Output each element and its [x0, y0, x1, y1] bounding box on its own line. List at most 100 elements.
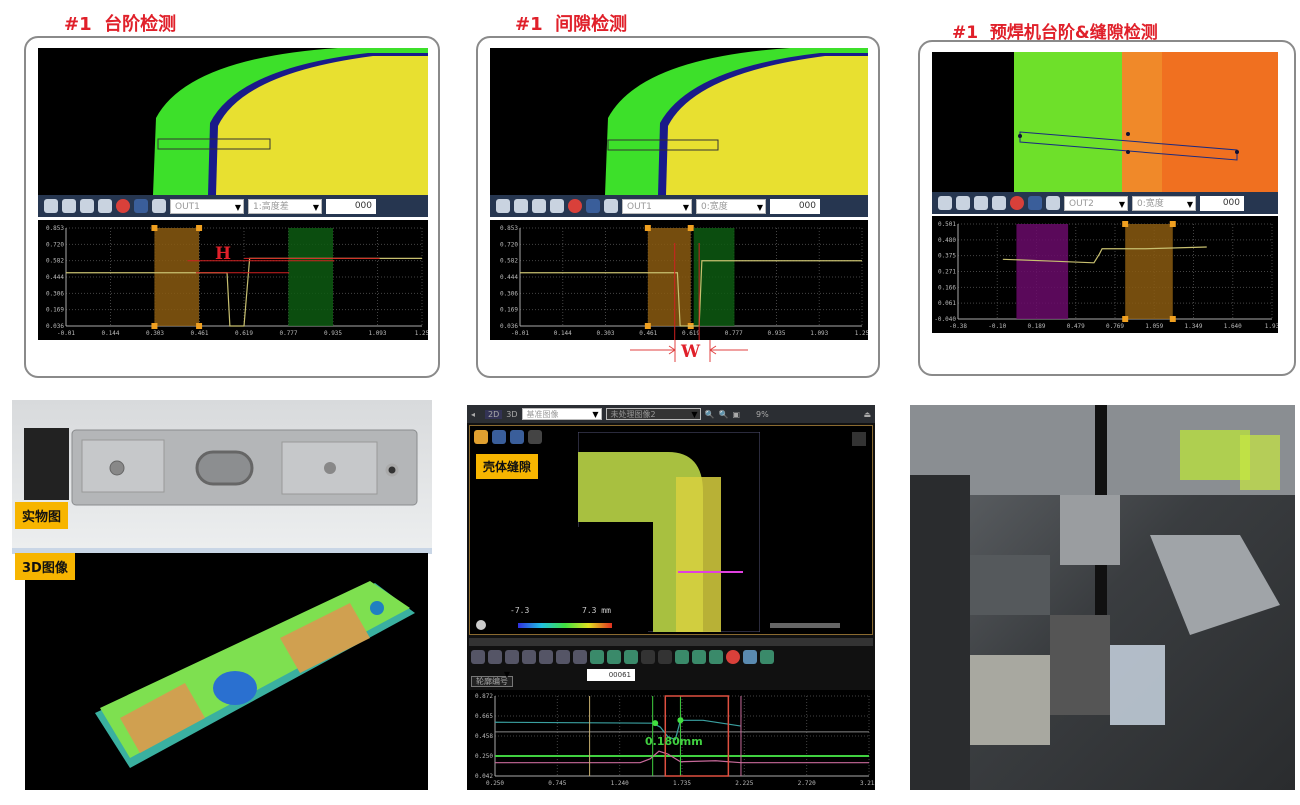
image-select-2[interactable]: 未处理图像2 [605, 408, 701, 421]
x-tick-label: 0.777 [279, 330, 297, 337]
export-icon[interactable] [743, 650, 757, 664]
reset-icon[interactable] [568, 199, 582, 213]
measure-icon[interactable] [590, 650, 604, 664]
height-map-image [932, 52, 1278, 192]
zoom-in-y-icon[interactable] [80, 199, 94, 213]
x-tick-label: 0.461 [190, 330, 208, 337]
profile-line [1002, 246, 1207, 264]
y-tick-label: 0.042 [475, 773, 493, 780]
x-tick-label: 1.240 [611, 780, 629, 787]
measure-icon[interactable] [675, 650, 689, 664]
height-map-image [490, 48, 868, 195]
horizontal-scrollbar[interactable] [469, 638, 873, 646]
y-tick-label: 0.306 [46, 290, 64, 297]
x-tick-label: 0.479 [1067, 323, 1085, 330]
export-icon[interactable]: ⏏ [863, 409, 871, 419]
x-tick-label: 1.640 [1224, 323, 1242, 330]
value-field[interactable]: 000 [326, 198, 376, 214]
y-tick-label: 0.458 [475, 733, 493, 740]
image-select[interactable]: 基准图像 [521, 408, 602, 421]
zoom-in-x-icon[interactable] [44, 199, 58, 213]
fit-icon[interactable]: ▣ [732, 409, 740, 419]
zoom-out-y-icon[interactable] [992, 196, 1006, 210]
zoom-out-y-icon[interactable] [550, 199, 564, 213]
zoom-in-icon[interactable] [488, 650, 502, 664]
x-tick-label: 1.093 [368, 330, 386, 337]
mode-select[interactable]: 0:宽度 [696, 198, 766, 215]
settings-icon[interactable] [604, 199, 618, 213]
x-tick-label: 0.777 [725, 330, 743, 337]
back-icon[interactable]: ◂ [471, 409, 476, 419]
x-tick-label: 0.144 [554, 330, 572, 337]
color-map-icon[interactable] [510, 430, 524, 444]
profile-line [520, 260, 862, 327]
y-tick-label: -0.040 [934, 316, 956, 323]
3d-image-label: 3D图像 [15, 553, 75, 580]
chart-toolbar: OUT1 1:高度差 000 [38, 195, 428, 217]
zoom-out-icon[interactable] [505, 650, 519, 664]
mode-select[interactable]: 1:高度差 [248, 198, 322, 215]
roi-handle [151, 225, 158, 231]
y-tick-label: 0.501 [938, 221, 956, 228]
save-icon[interactable] [760, 650, 774, 664]
view-2d-button[interactable]: 2D [485, 409, 503, 419]
measure-icon[interactable] [624, 650, 638, 664]
output-select[interactable]: OUT2 [1064, 195, 1128, 212]
zoom-out-icon[interactable]: 🔍 [718, 409, 729, 419]
waveform-icon[interactable] [586, 199, 600, 213]
measure-icon[interactable] [709, 650, 723, 664]
waveform-icon[interactable] [1028, 196, 1042, 210]
fit-y-icon[interactable] [573, 650, 587, 664]
profile-number-field[interactable]: 00061 [587, 669, 635, 681]
x-tick-label: -0.38 [949, 323, 967, 330]
height-map-icon[interactable] [474, 430, 488, 444]
settings-icon[interactable] [476, 620, 486, 630]
y-tick-label: 0.444 [46, 274, 64, 281]
fit-x-icon[interactable] [556, 650, 570, 664]
reset-icon[interactable] [1010, 196, 1024, 210]
settings-icon[interactable] [152, 199, 166, 213]
zoom-in-icon[interactable]: 🔍 [704, 409, 715, 419]
light-icon[interactable] [528, 430, 542, 444]
output-select[interactable]: OUT1 [170, 198, 244, 215]
zoom-in-x-icon[interactable] [496, 199, 510, 213]
view-3d-button[interactable]: 3D [506, 409, 518, 419]
y-tick-label: 0.480 [938, 237, 956, 244]
zoom-out-x-icon[interactable] [956, 196, 970, 210]
value-field[interactable]: 000 [1200, 195, 1244, 211]
y-tick-label: 0.665 [475, 713, 493, 720]
y-tick-label: 0.853 [46, 225, 64, 232]
value-field[interactable]: 000 [770, 198, 820, 214]
roi-handle [687, 225, 694, 231]
output-select[interactable]: OUT1 [622, 198, 692, 215]
roi-band [1016, 224, 1069, 319]
measure-icon[interactable] [692, 650, 706, 664]
profile-icon[interactable] [492, 430, 506, 444]
measure-icon[interactable] [607, 650, 621, 664]
zoom-in-x-icon[interactable] [938, 196, 952, 210]
settings-icon[interactable] [1046, 196, 1060, 210]
reset-icon[interactable] [116, 199, 130, 213]
y-tick-label: 0.720 [46, 241, 64, 248]
zoom-out-x-icon[interactable] [62, 199, 76, 213]
roi-handle [644, 225, 651, 231]
x-tick-label: -0.01 [511, 330, 529, 337]
zoom-out-y-icon[interactable] [98, 199, 112, 213]
reset-icon[interactable] [726, 650, 740, 664]
zoom-y-icon[interactable] [539, 650, 553, 664]
x-tick-label: 0.144 [101, 330, 119, 337]
zoom-out-x-icon[interactable] [514, 199, 528, 213]
x-tick-label: 0.461 [639, 330, 657, 337]
zoom-x-icon[interactable] [522, 650, 536, 664]
profile-select[interactable]: 轮廓编号 [471, 676, 513, 687]
color-scale-slider[interactable] [518, 623, 612, 628]
waveform-icon[interactable] [134, 199, 148, 213]
mode-select[interactable]: 0:宽度 [1132, 195, 1196, 212]
opacity-slider[interactable] [770, 623, 840, 628]
tool-icon[interactable] [471, 650, 485, 664]
zoom-in-y-icon[interactable] [532, 199, 546, 213]
measure-point [677, 717, 684, 724]
fullscreen-icon[interactable] [852, 432, 866, 446]
zoom-in-y-icon[interactable] [974, 196, 988, 210]
profile-line [495, 750, 869, 764]
